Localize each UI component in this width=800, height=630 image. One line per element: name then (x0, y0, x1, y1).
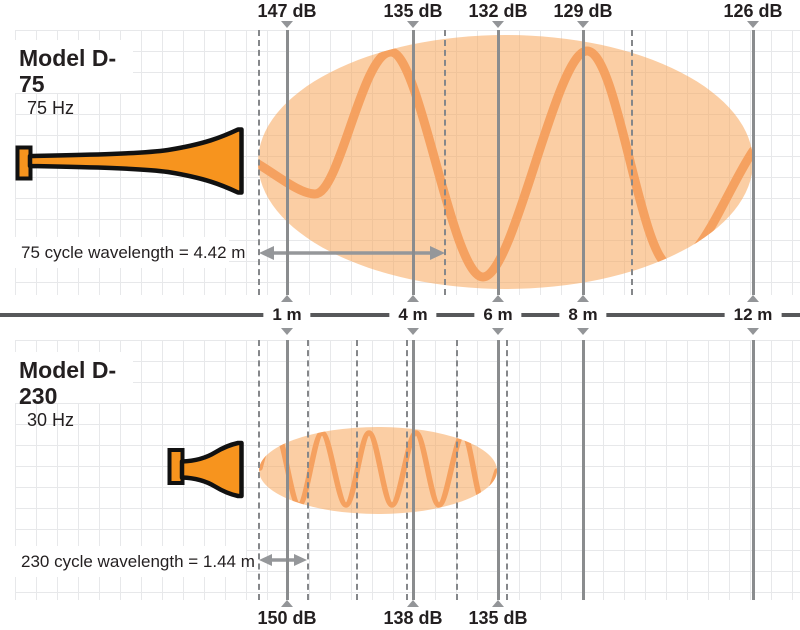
top-db-label: 147 dB (257, 1, 317, 21)
marker-triangle-up-icon (576, 295, 589, 302)
wavelength-dash-bottom (456, 340, 458, 600)
distance-line-top (285, 30, 289, 295)
marker-triangle-up-icon (406, 295, 419, 302)
marker-triangle-down-icon (576, 328, 589, 335)
wavelength-dash-bottom (307, 340, 309, 600)
bottom-db-label: 150 dB (257, 608, 317, 628)
d230-model-title: Model D-230 (19, 357, 117, 409)
d230-horn-illustration (167, 440, 244, 499)
arrow-right-icon (430, 246, 445, 260)
marker-triangle-up-icon (280, 600, 293, 607)
wavelength-dash-bottom (258, 340, 260, 600)
distance-label: 6 m (474, 303, 522, 327)
distance-line-bottom (285, 340, 289, 600)
d230-frequency: 30 Hz (27, 410, 75, 430)
d230-sound-field-ellipse (259, 427, 497, 514)
d75-wavelength-arrow (259, 246, 445, 260)
distance-line-top (496, 30, 500, 295)
wavelength-dash-bottom (506, 340, 508, 600)
marker-triangle-down-icon (406, 21, 419, 28)
distance-label: 12 m (724, 303, 782, 327)
d230-title-box: Model D-230 30 Hz (15, 352, 133, 430)
marker-triangle-down-icon (746, 328, 759, 335)
marker-triangle-down-icon (280, 21, 293, 28)
marker-triangle-up-icon (280, 295, 293, 302)
distance-line-bottom (751, 340, 755, 600)
d75-title-box: Model D-75 75 Hz (15, 40, 133, 118)
arrow-right-icon (294, 554, 307, 566)
top-db-label: 135 dB (383, 1, 443, 21)
distance-line-bottom (411, 340, 415, 600)
d75-frequency: 75 Hz (27, 98, 75, 118)
distance-line-bottom (496, 340, 500, 600)
arrow-left-icon (259, 554, 272, 566)
d230-horn-bell (179, 440, 244, 499)
top-db-label: 129 dB (553, 1, 613, 21)
marker-triangle-down-icon (491, 328, 504, 335)
d75-horn-bell (27, 127, 244, 195)
distance-line-top (581, 30, 585, 295)
distance-line-bottom (581, 340, 585, 600)
marker-triangle-down-icon (406, 328, 419, 335)
marker-triangle-up-icon (491, 600, 504, 607)
marker-triangle-down-icon (491, 21, 504, 28)
arrow-left-icon (259, 246, 274, 260)
d75-model-title: Model D-75 (19, 45, 117, 97)
d75-horn-illustration (15, 127, 244, 195)
distance-label: 8 m (559, 303, 607, 327)
distance-label: 4 m (389, 303, 437, 327)
distance-line-top (411, 30, 415, 295)
distance-label: 1 m (263, 303, 311, 327)
wavelength-dash-top (444, 30, 446, 295)
marker-triangle-down-icon (576, 21, 589, 28)
marker-triangle-up-icon (746, 295, 759, 302)
marker-triangle-up-icon (406, 600, 419, 607)
bottom-db-label: 138 dB (383, 608, 443, 628)
d230-wavelength-arrow (259, 554, 307, 566)
d75-sound-field-ellipse (258, 35, 753, 289)
wavelength-dash-top (258, 30, 260, 295)
d75-wavelength-note: 75 cycle wavelength = 4.42 m (15, 237, 245, 268)
wavelength-dash-top (631, 30, 633, 295)
top-db-label: 126 dB (723, 1, 783, 21)
bottom-db-label: 135 dB (468, 608, 528, 628)
wavelength-dash-bottom (406, 340, 408, 600)
distance-line-top (751, 30, 755, 295)
top-db-label: 132 dB (468, 1, 528, 21)
wavelength-dash-bottom (356, 340, 358, 600)
marker-triangle-down-icon (280, 328, 293, 335)
marker-triangle-up-icon (491, 295, 504, 302)
d230-wavelength-note: 230 cycle wavelength = 1.44 m (15, 546, 255, 577)
marker-triangle-down-icon (746, 21, 759, 28)
